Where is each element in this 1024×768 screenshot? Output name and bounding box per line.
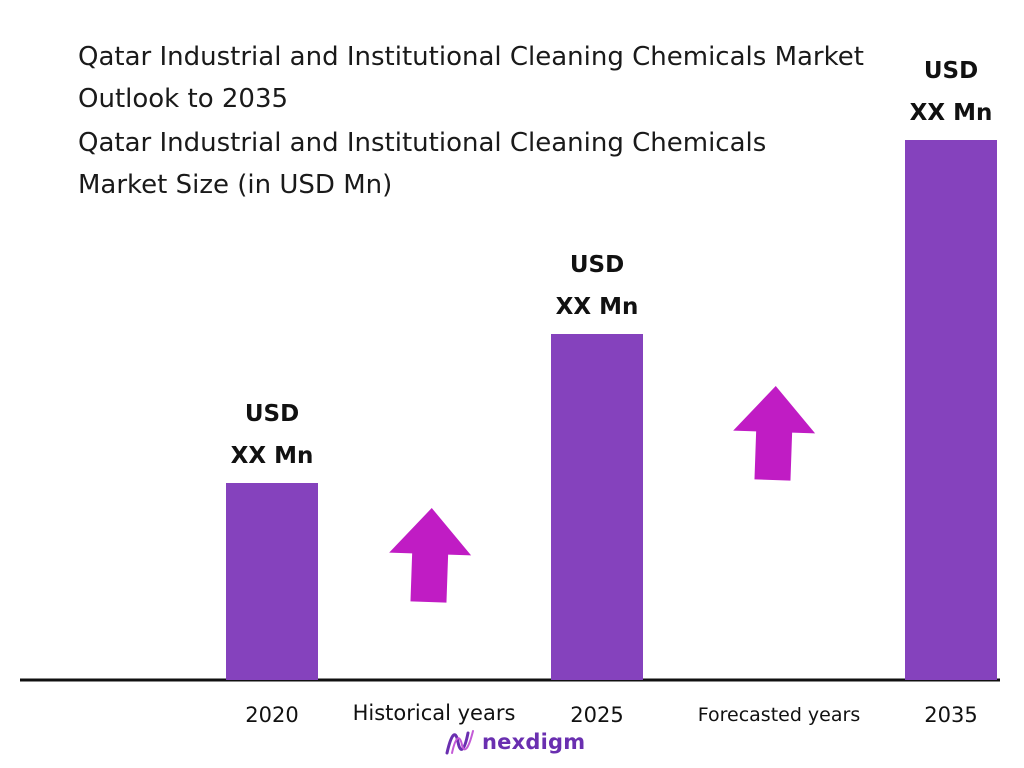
bar-2025 (551, 334, 643, 680)
nexdigm-logo-icon (445, 730, 474, 755)
data-label-currency: USD (570, 252, 624, 278)
x-tick-label: 2025 (570, 703, 623, 727)
data-label-value: XX Mn (556, 294, 639, 320)
growth-arrow-forecast-icon (733, 386, 816, 481)
data-label-currency: USD (924, 58, 978, 84)
bar-2035 (905, 140, 997, 680)
data-label-value: XX Mn (910, 100, 993, 126)
x-tick-label: 2035 (924, 703, 977, 727)
data-label-currency: USD (245, 401, 299, 427)
chart-title: Qatar Industrial and Institutional Clean… (78, 42, 864, 114)
logo-text: nexdigm (482, 730, 586, 754)
data-label-value: XX Mn (231, 443, 314, 469)
period-label: Forecasted years (698, 704, 860, 726)
chart-subtitle: Qatar Industrial and Institutional Clean… (78, 128, 767, 200)
x-tick-label: 2020 (245, 703, 298, 727)
period-label: Historical years (353, 701, 516, 725)
nexdigm-logo: nexdigm (444, 726, 585, 758)
growth-arrow-historical-icon (389, 508, 472, 603)
bar-2020 (226, 483, 318, 680)
